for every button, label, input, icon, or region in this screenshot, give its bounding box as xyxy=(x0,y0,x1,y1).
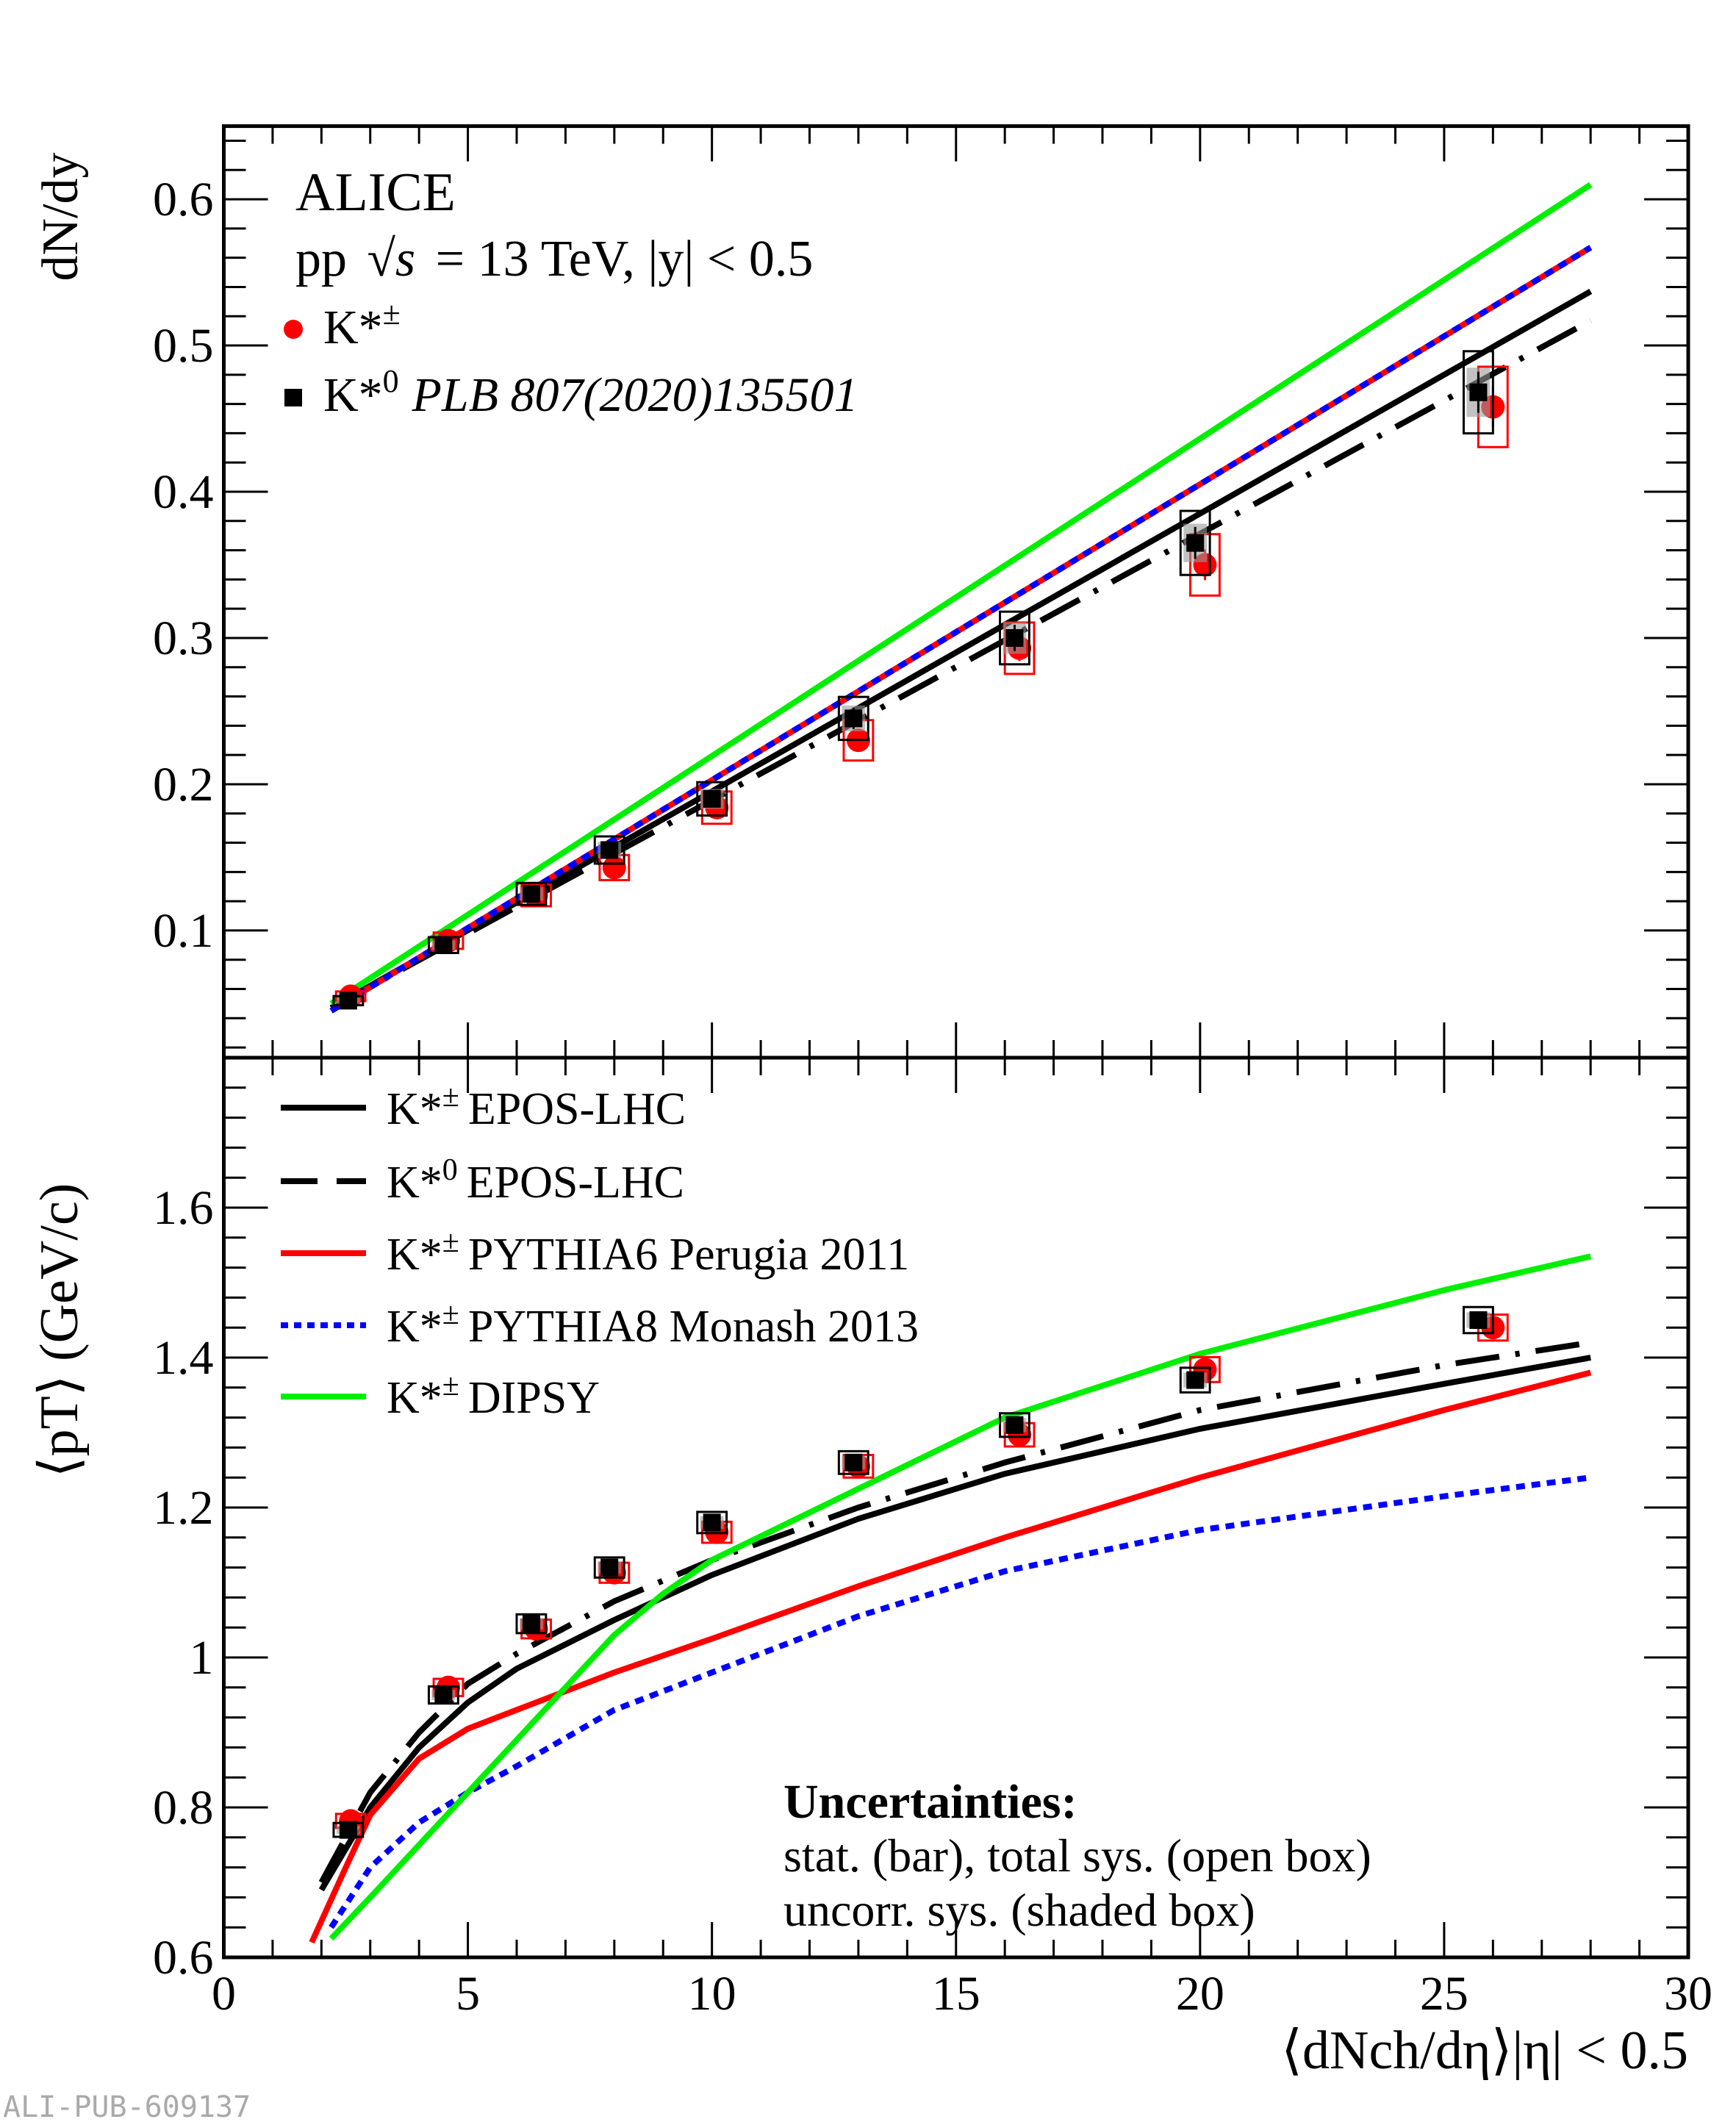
bottom-y-tick-label: 0.6 xyxy=(153,1931,214,1985)
bottom-y-tick-label: 1.4 xyxy=(153,1331,214,1385)
x-tick-label: 15 xyxy=(932,1967,980,2021)
legend-label-kstar-charged: K*± xyxy=(323,295,401,354)
top-sys-box xyxy=(696,781,728,817)
top-point-kstar-neutral xyxy=(339,992,357,1010)
bottom-model-pythia6 xyxy=(309,1369,1592,1944)
top-model-epos-neutral xyxy=(329,318,1593,1011)
top-point-kstar-neutral xyxy=(522,885,540,903)
bottom-point-kstar-neutral xyxy=(1005,1416,1024,1434)
top-y-tick-label: 0.5 xyxy=(153,319,214,373)
bottom-y-tick-label: 1.2 xyxy=(153,1481,214,1535)
top-model-dipsy xyxy=(329,182,1593,1006)
watermark: ALI-PUB-609137 xyxy=(3,2090,251,2122)
bottom-y-tick-label: 1 xyxy=(190,1631,214,1685)
top-sys-box xyxy=(515,881,548,906)
top-sys-box xyxy=(999,610,1030,666)
top-point-kstar-neutral xyxy=(434,936,453,954)
top-point-kstar-neutral xyxy=(1469,383,1488,401)
x-axis-label: ⟨dNch/dη⟩|η| < 0.5 xyxy=(1281,2021,1688,2081)
bottom-sys-box xyxy=(1179,1366,1211,1394)
legend-label-epos-neutral: K*0 EPOS-LHC xyxy=(387,1153,684,1208)
experiment-label: ALICE xyxy=(295,162,456,223)
top-point-kstar-neutral xyxy=(1186,534,1205,552)
uncertainties-line2: uncorr. sys. (shaded box) xyxy=(783,1884,1255,1936)
top-y-tick-label: 0.6 xyxy=(153,173,214,226)
top-y-axis-label: dN/dy xyxy=(32,153,89,282)
bottom-point-kstar-neutral xyxy=(434,1686,453,1704)
legend-label-pythia8: K*± PYTHIA8 Monash 2013 xyxy=(387,1297,919,1352)
top-sys-box xyxy=(1179,509,1211,576)
bottom-sys-box xyxy=(837,1449,869,1475)
top-model-pythia8 xyxy=(329,245,1593,1014)
bottom-sys-box xyxy=(515,1613,548,1635)
x-tick-label: 25 xyxy=(1420,1967,1468,2021)
bottom-point-kstar-neutral xyxy=(522,1615,540,1633)
legend-marker-kstar-charged xyxy=(284,320,303,339)
legend-label-kstar-neutral: K*0 PLB 807(2020)135501 xyxy=(323,363,858,422)
top-y-tick-label: 0.4 xyxy=(153,465,214,519)
top-sys-box xyxy=(593,835,625,865)
system-label: pp √s = 13 TeV, |y| < 0.5 xyxy=(295,231,813,287)
bottom-sys-box xyxy=(696,1510,728,1535)
bottom-legend: K*± EPOS-LHC K*0 EPOS-LHC K*± PYTHIA6 Perug… xyxy=(281,1080,919,1423)
bottom-point-kstar-neutral xyxy=(844,1453,863,1472)
bottom-point-kstar-neutral xyxy=(339,1821,357,1839)
legend-label-epos-charged: K*± EPOS-LHC xyxy=(387,1080,686,1134)
top-point-kstar-neutral xyxy=(600,841,619,859)
bottom-point-kstar-neutral xyxy=(703,1513,721,1532)
bottom-sys-box xyxy=(593,1556,625,1579)
bottom-sys-box xyxy=(999,1412,1030,1438)
top-point-kstar-neutral xyxy=(1005,628,1024,647)
bottom-sys-box xyxy=(1462,1305,1494,1335)
legend-marker-kstar-neutral xyxy=(284,389,302,406)
bottom-model-dipsy xyxy=(329,1253,1592,1941)
bottom-point-kstar-neutral xyxy=(1469,1311,1488,1329)
bottom-point-kstar-neutral xyxy=(600,1558,619,1577)
uncertainties-line1: stat. (bar), total sys. (open box) xyxy=(783,1829,1371,1882)
legend-label-dipsy: K*± DIPSY xyxy=(387,1369,600,1423)
top-y-tick-label: 0.1 xyxy=(153,904,214,958)
top-y-tick-label: 0.2 xyxy=(153,758,214,811)
top-point-kstar-neutral xyxy=(844,709,863,728)
x-tick-label: 30 xyxy=(1664,1967,1712,2021)
x-tick-label: 0 xyxy=(212,1967,236,2021)
bottom-y-tick-label: 0.8 xyxy=(153,1781,214,1835)
top-sys-box xyxy=(1462,350,1494,435)
bottom-model-pythia8 xyxy=(329,1474,1591,1929)
bottom-model-epos-neutral xyxy=(318,1339,1591,1884)
uncertainties-title: Uncertainties: xyxy=(783,1775,1077,1829)
bottom-point-kstar-neutral xyxy=(1186,1371,1205,1389)
top-point-kstar-charged xyxy=(602,856,626,880)
x-tick-label: 20 xyxy=(1176,1967,1224,2021)
legend-label-pythia6: K*± PYTHIA6 Perugia 2011 xyxy=(387,1225,909,1280)
top-point-kstar-neutral xyxy=(703,789,721,808)
bottom-y-tick-label: 1.6 xyxy=(153,1181,214,1235)
x-tick-label: 10 xyxy=(688,1967,736,2021)
top-y-tick-label: 0.3 xyxy=(153,612,214,665)
bottom-y-axis-label: ⟨pT⟩ (GeV/c) xyxy=(29,1183,90,1478)
top-sys-box xyxy=(837,695,869,742)
x-tick-label: 5 xyxy=(456,1967,480,2021)
